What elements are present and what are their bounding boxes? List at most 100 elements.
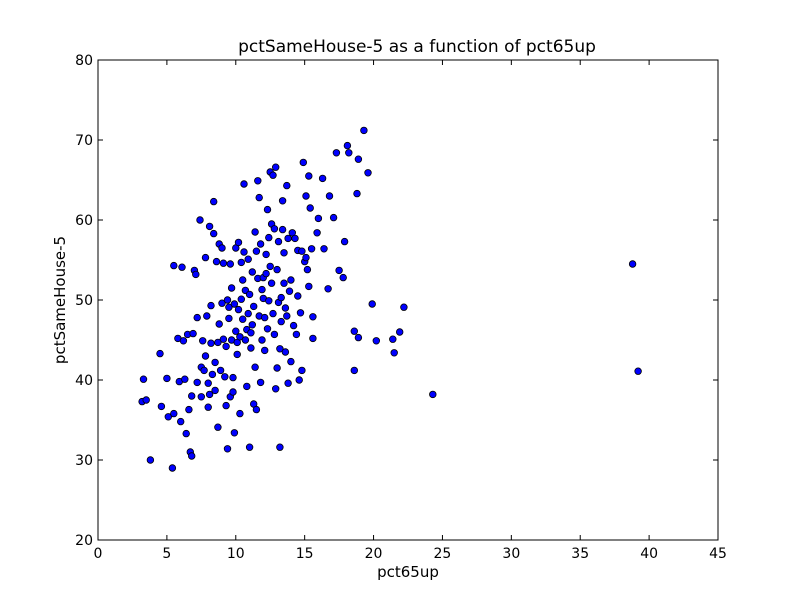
- data-point: [325, 192, 334, 200]
- data-point: [187, 392, 196, 400]
- data-point: [285, 287, 294, 295]
- data-point: [198, 337, 207, 345]
- data-point: [197, 393, 205, 401]
- x-tick-label: 5: [162, 546, 171, 562]
- data-point: [214, 423, 222, 431]
- x-tick-label: 0: [94, 546, 103, 562]
- data-point: [313, 229, 321, 237]
- data-point: [298, 366, 306, 375]
- data-point: [400, 303, 408, 311]
- data-point: [280, 249, 288, 257]
- data-point: [209, 197, 218, 206]
- data-point: [255, 193, 263, 202]
- data-point: [193, 378, 201, 387]
- data-point: [211, 386, 219, 395]
- data-point: [222, 342, 230, 351]
- data-point: [236, 333, 244, 341]
- data-point: [232, 327, 240, 335]
- data-point: [287, 276, 295, 284]
- data-point: [291, 234, 299, 243]
- data-point: [350, 327, 358, 335]
- data-point: [354, 155, 363, 163]
- data-point: [187, 452, 196, 460]
- plot-frame: [97, 59, 719, 541]
- data-point: [270, 330, 279, 339]
- data-point: [157, 402, 166, 411]
- x-tick-label: 35: [571, 546, 589, 562]
- data-point: [324, 285, 332, 293]
- data-point: [179, 337, 188, 345]
- data-point: [204, 379, 212, 387]
- data-point: [226, 260, 234, 268]
- data-point: [170, 261, 178, 270]
- data-point: [252, 247, 261, 255]
- data-point: [240, 180, 248, 188]
- data-point: [201, 352, 210, 360]
- data-point: [219, 259, 228, 267]
- data-point: [225, 303, 233, 311]
- data-point: [261, 313, 269, 322]
- data-point: [170, 409, 178, 418]
- data-point: [236, 409, 244, 418]
- data-point: [320, 245, 328, 253]
- data-point: [256, 378, 265, 387]
- data-point: [261, 346, 269, 355]
- data-point: [178, 263, 186, 271]
- data-point: [230, 300, 239, 308]
- data-point: [251, 363, 259, 371]
- data-point: [205, 390, 214, 399]
- y-axis-label: pctSameHouse-5: [51, 236, 69, 364]
- data-point: [244, 309, 252, 318]
- data-point: [181, 375, 189, 383]
- data-point: [245, 443, 254, 451]
- y-tick-label: 60: [75, 213, 93, 229]
- x-tick-label: 30: [502, 546, 520, 562]
- data-point: [634, 367, 642, 375]
- x-axis-label: pct65up: [377, 563, 439, 581]
- data-point: [266, 262, 274, 271]
- data-point: [211, 358, 219, 367]
- data-point: [278, 225, 287, 234]
- data-point: [360, 126, 368, 135]
- data-point: [233, 350, 241, 359]
- data-point: [212, 257, 221, 266]
- chart-title: pctSameHouse-5 as a function of pct65up: [238, 37, 596, 57]
- data-point: [272, 163, 280, 171]
- data-point: [252, 405, 261, 414]
- data-point: [238, 276, 247, 284]
- data-point: [284, 234, 292, 243]
- data-point: [248, 321, 256, 329]
- data-point: [243, 382, 251, 391]
- data-point: [284, 379, 292, 387]
- data-point: [299, 158, 307, 167]
- data-point: [164, 413, 172, 421]
- data-point: [278, 197, 287, 205]
- data-point: [283, 312, 291, 320]
- data-point: [305, 282, 313, 291]
- data-point: [163, 374, 171, 383]
- data-point: [295, 376, 303, 384]
- y-tick-label: 80: [75, 53, 93, 69]
- data-point: [309, 334, 317, 343]
- data-point: [283, 181, 291, 190]
- data-point: [192, 270, 200, 279]
- data-points: [138, 126, 642, 472]
- data-point: [207, 301, 215, 310]
- data-point: [208, 370, 217, 379]
- data-point: [237, 258, 245, 267]
- data-point: [263, 325, 272, 333]
- data-point: [168, 464, 177, 472]
- data-point: [340, 237, 349, 246]
- data-point: [389, 335, 397, 343]
- data-point: [249, 302, 258, 311]
- data-point: [218, 299, 226, 307]
- data-point: [238, 315, 247, 323]
- data-point: [205, 222, 214, 231]
- data-point: [227, 284, 236, 292]
- data-point: [303, 265, 312, 274]
- data-point: [368, 300, 376, 308]
- data-point: [142, 396, 150, 404]
- data-point: [234, 305, 243, 314]
- data-point: [256, 240, 265, 248]
